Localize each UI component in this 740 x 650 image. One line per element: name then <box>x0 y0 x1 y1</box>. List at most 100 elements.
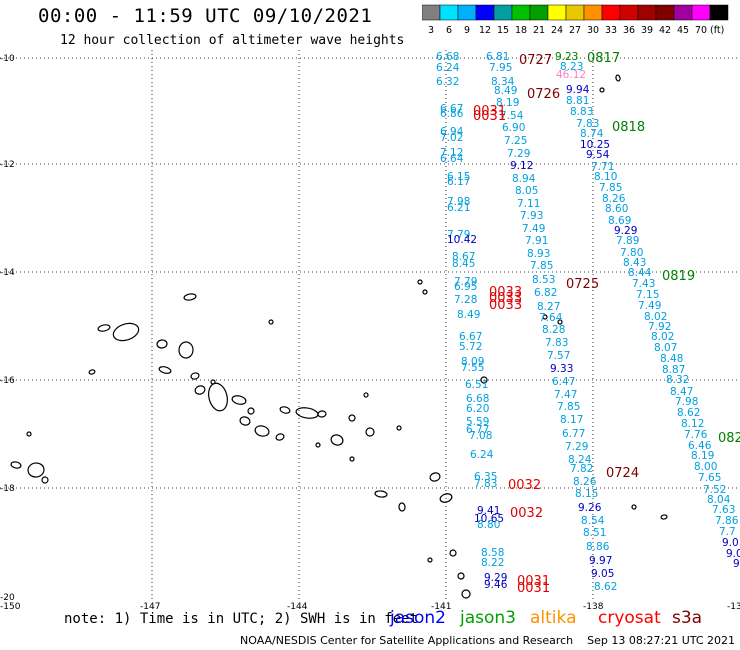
wave-height-value: 7.79 <box>447 229 470 241</box>
island-outlines <box>10 74 668 599</box>
wave-height-value: 7.57 <box>547 350 570 362</box>
wave-height-value: 7.86 <box>715 515 739 527</box>
lat-label: -10 <box>0 54 15 64</box>
wave-height-value: 8.28 <box>542 324 565 336</box>
island-outline <box>208 382 228 412</box>
wave-height-value: 8.86 <box>586 541 610 553</box>
wave-height-value: 7.71 <box>591 161 614 173</box>
track-time-label: 0031 <box>473 104 506 119</box>
wave-height-value: 8.62 <box>677 407 700 419</box>
legend-label: (ft) <box>710 25 724 36</box>
track-time-label: 0724 <box>606 466 639 481</box>
wave-height-value: 8.32 <box>666 374 689 386</box>
wave-height-value: 6.46 <box>688 440 712 452</box>
wave-height-value: 5.72 <box>459 341 482 353</box>
lon-label: -13 <box>727 602 740 610</box>
wave-height-value: 6.67 <box>459 331 482 343</box>
wave-height-value: 7.29 <box>565 441 588 453</box>
island-outline <box>542 314 548 320</box>
lon-label: -150 <box>0 602 21 610</box>
wave-height-value: 8.48 <box>660 353 683 365</box>
island-outline <box>268 319 274 325</box>
island-outline <box>330 434 344 446</box>
wave-height-value: 7.52 <box>703 484 726 496</box>
wave-height-value: 6.77 <box>466 424 489 436</box>
island-outline <box>295 407 319 419</box>
lon-label: -138 <box>583 602 604 610</box>
wave-height-value: 7.82 <box>570 463 593 475</box>
wave-height-value: 6.82 <box>534 287 557 299</box>
wave-height-value: 8.87 <box>662 364 685 376</box>
legend-label: 30 <box>587 25 599 36</box>
wave-height-value: 8.00 <box>694 461 717 473</box>
wave-height-value: 7.64 <box>539 312 563 324</box>
wave-height-value: 10.65 <box>474 513 504 525</box>
island-outline <box>315 442 321 448</box>
island-outline <box>557 319 563 325</box>
wave-height-value: 9.05 <box>591 568 614 580</box>
island-outline <box>631 504 637 510</box>
wave-height-value: 8.17 <box>560 414 583 426</box>
wave-height-value: 8.51 <box>583 527 606 539</box>
lat-label: -12 <box>0 160 15 170</box>
wave-height-value: 9.0 <box>726 548 740 560</box>
wave-height-value: 8.49 <box>494 85 517 97</box>
island-outline <box>417 279 423 285</box>
wave-height-value: 8.93 <box>527 248 550 260</box>
wave-height-value: 8.27 <box>537 301 560 313</box>
wave-height-value: 6.86 <box>440 108 464 120</box>
wave-height-value: 8.62 <box>594 581 617 593</box>
wave-height-value: 8.05 <box>515 185 538 197</box>
legend-label: 33 <box>605 25 617 36</box>
wave-height-value: 6.17 <box>447 176 470 188</box>
island-outline <box>190 372 200 380</box>
wave-height-value: 6.24 <box>436 62 460 74</box>
wave-height-value: 6.77 <box>562 428 585 440</box>
wave-height-value: 7.83 <box>474 478 497 490</box>
wave-height-value: 7.85 <box>599 182 622 194</box>
wave-height-value: 8.22 <box>481 557 504 569</box>
island-outline <box>348 414 356 422</box>
wave-height-value: 7.55 <box>461 362 484 374</box>
wave-height-value: 6.90 <box>502 122 525 134</box>
legend-swatch <box>709 4 729 21</box>
wave-height-value: 9.33 <box>550 363 573 375</box>
legend-label: 3 <box>428 25 434 36</box>
island-outline <box>194 385 206 395</box>
track-time-labels: 0727072607250724003100310033003300330032… <box>473 51 740 596</box>
wave-height-value: 8.81 <box>566 95 589 107</box>
wave-height-value: 8.60 <box>605 203 628 215</box>
color-legend: 3 6 9 12 15 18 21 24 27 30 33 36 39 42 45 70 (ft) <box>422 4 729 36</box>
wave-height-value: 8.10 <box>594 171 617 183</box>
island-outline <box>422 289 428 295</box>
wave-height-value: 7.47 <box>554 389 577 401</box>
wave-height-value: 5.59 <box>466 416 489 428</box>
wave-height-value: 7.92 <box>648 321 671 333</box>
island-outline <box>97 324 111 332</box>
wave-height-value: 10.42 <box>447 234 477 246</box>
island-outline <box>178 341 194 359</box>
mission-jason3: jason3 <box>460 608 516 628</box>
wave-height-value: 7.15 <box>636 289 659 301</box>
wave-height-value: 8.23 <box>560 61 583 73</box>
track-time-label: 0819 <box>662 269 695 284</box>
legend-label: 36 <box>623 25 635 36</box>
wave-height-value: 6.81 <box>486 51 509 63</box>
track-time-label: 0817 <box>587 51 620 66</box>
wave-height-value: 7.76 <box>684 429 708 441</box>
lon-label: -147 <box>140 602 160 610</box>
credit-line: NOAA/NESDIS Center for Satellite Applica… <box>240 634 736 647</box>
wave-height-value: 8.02 <box>644 311 667 323</box>
wave-height-value: 7.02 <box>440 132 463 144</box>
legend-label: 39 <box>641 25 653 36</box>
mission-cryosat: cryosat <box>598 608 661 628</box>
wave-height-value: 8.12 <box>681 418 704 430</box>
wave-height-value: 6.47 <box>552 376 575 388</box>
track-time-label: 0031 <box>517 574 550 589</box>
wave-height-value: 6.68 <box>436 51 459 63</box>
wave-height-value: 7.89 <box>616 235 639 247</box>
island-outline <box>449 549 457 557</box>
track-time-label: 0031 <box>517 581 550 596</box>
lat-label: -16 <box>0 376 15 386</box>
wave-height-value: 8.58 <box>481 547 504 559</box>
